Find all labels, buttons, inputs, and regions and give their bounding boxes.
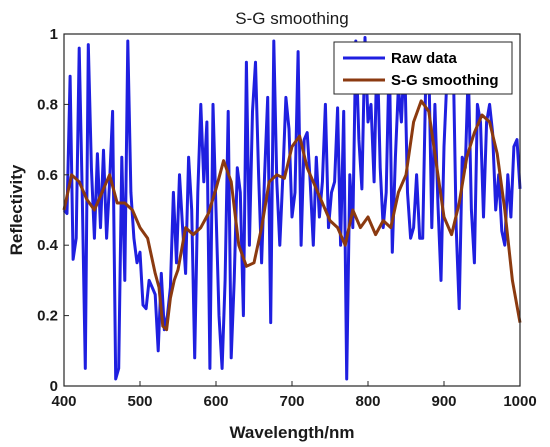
y-tick-label: 0 xyxy=(50,378,58,395)
x-tick-label: 1000 xyxy=(503,393,536,410)
x-tick-label: 900 xyxy=(431,393,456,410)
y-tick-label: 0.8 xyxy=(37,96,58,113)
legend-label-raw-data: Raw data xyxy=(391,50,458,67)
x-tick-label: 800 xyxy=(355,393,380,410)
x-tick-label: 400 xyxy=(51,393,76,410)
y-tick-label: 0.4 xyxy=(37,237,59,254)
x-axis: 400 500 600 700 800 900 1000 xyxy=(51,381,537,410)
series-line-raw-data xyxy=(62,36,522,381)
plot-area xyxy=(62,36,522,381)
chart-title: S-G smoothing xyxy=(235,9,348,28)
x-axis-label: Wavelength/nm xyxy=(230,423,355,442)
x-tick-label: 500 xyxy=(127,393,152,410)
x-tick-label: 700 xyxy=(279,393,304,410)
y-tick-label: 1 xyxy=(50,26,58,43)
series-line-s-g-smoothing xyxy=(62,99,522,332)
legend-box xyxy=(333,41,513,95)
x-tick-label: 600 xyxy=(203,393,228,410)
y-tick-label: 0.2 xyxy=(37,308,58,325)
legend-label-sg-smoothing: S-G smoothing xyxy=(391,72,499,89)
y-axis: 0 0.2 0.4 0.6 0.8 1 xyxy=(37,26,69,395)
y-axis-label: Reflectivity xyxy=(7,164,26,255)
legend: Raw data S-G smoothing xyxy=(333,41,513,95)
y-tick-label: 0.6 xyxy=(37,167,58,184)
